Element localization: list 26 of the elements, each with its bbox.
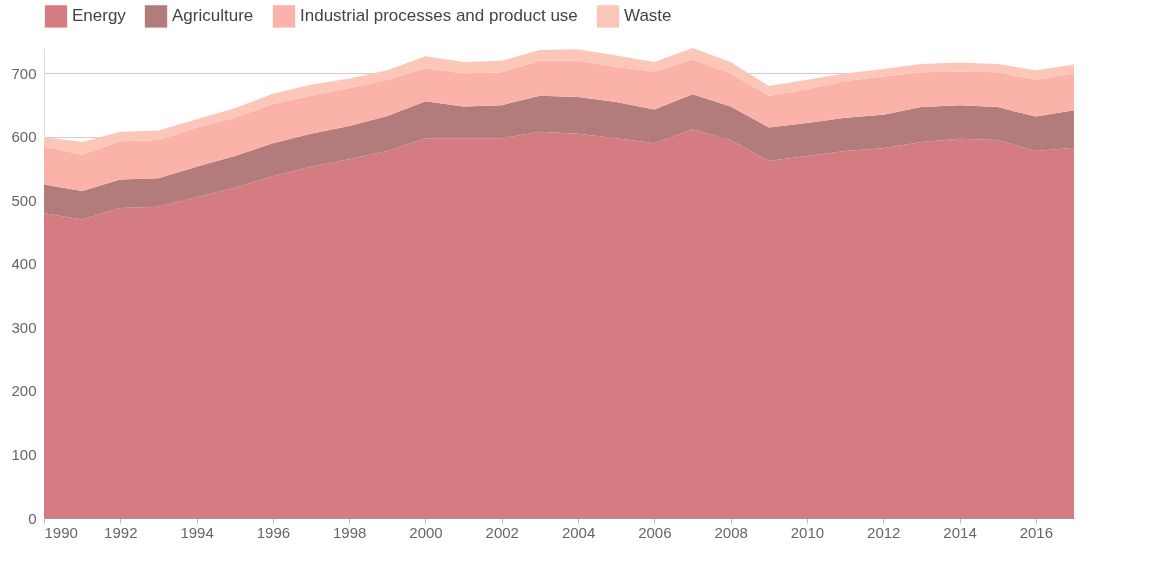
y-tick-label: 0: [28, 509, 37, 527]
x-tick-label: 1998: [333, 523, 367, 541]
x-tick-label: 2014: [943, 523, 977, 541]
y-tick-label: 700: [11, 64, 37, 82]
legend-label: Agriculture: [172, 6, 254, 26]
x-tick-label: 1992: [104, 523, 138, 541]
x-tick-label: 1996: [256, 523, 291, 541]
x-tick-label: 2012: [867, 523, 901, 541]
legend-label: Energy: [72, 6, 127, 26]
x-tick-label: 2016: [1019, 523, 1054, 541]
legend-label: Industrial processes and product use: [300, 6, 578, 26]
x-tick-label: 2000: [409, 523, 443, 541]
y-tick-label: 400: [11, 255, 37, 273]
x-tick-label: 2002: [485, 523, 519, 541]
y-tick-label: 300: [11, 318, 37, 336]
x-tick-label: 1990: [44, 523, 78, 541]
x-tick-label: 2004: [561, 523, 596, 541]
x-tick-label: 2008: [714, 523, 748, 541]
y-tick-label: 500: [11, 191, 37, 209]
y-tick-label: 600: [11, 128, 37, 146]
y-tick-label: 200: [11, 382, 37, 400]
legend-label: Waste: [624, 6, 672, 26]
x-tick-label: 2006: [638, 523, 672, 541]
x-tick-label: 2010: [790, 523, 825, 541]
x-tick-label: 1994: [180, 523, 214, 541]
y-tick-label: 100: [11, 445, 37, 463]
